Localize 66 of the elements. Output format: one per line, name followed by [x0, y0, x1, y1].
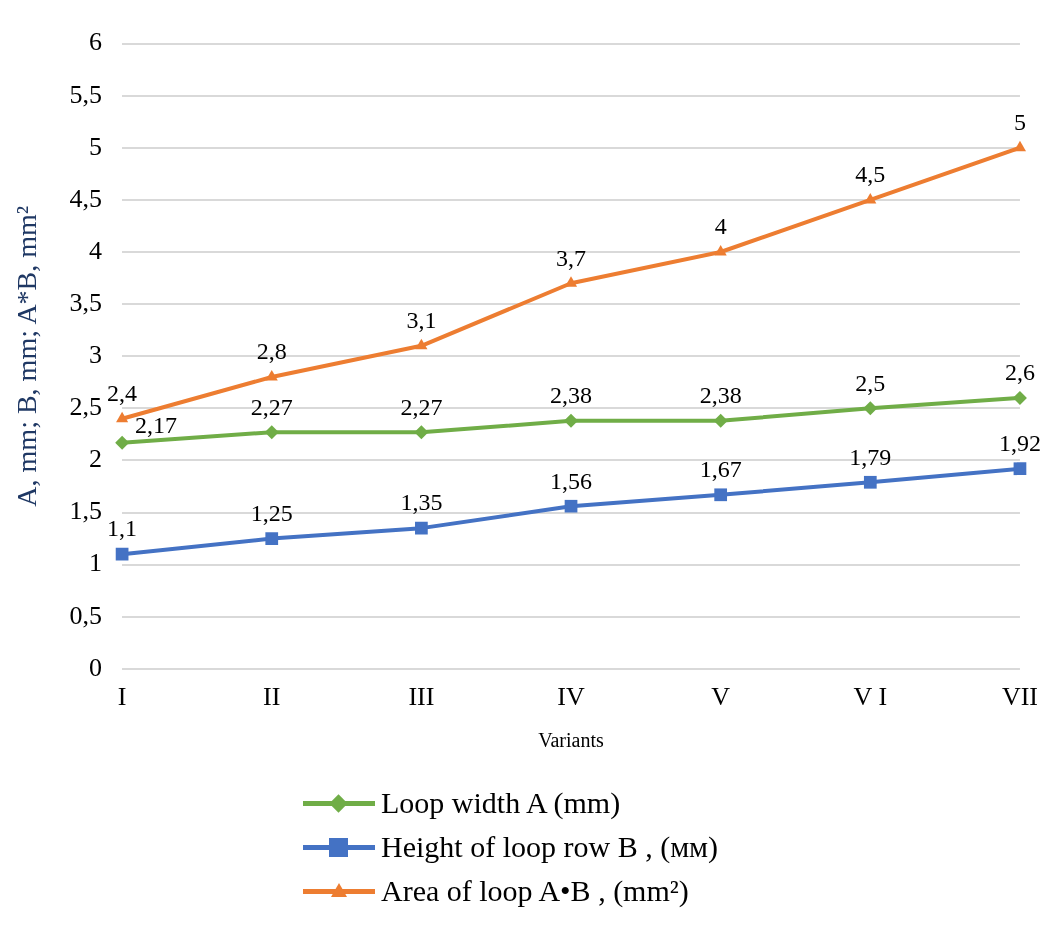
- point: [863, 475, 877, 489]
- y-tick-label: 3: [89, 340, 103, 370]
- point: [713, 413, 728, 428]
- point: [564, 413, 579, 428]
- data-label: 2,5: [855, 369, 886, 396]
- data-label: 1,79: [849, 443, 892, 470]
- point: [714, 488, 728, 502]
- point: [1013, 140, 1027, 152]
- data-label: 2,6: [1004, 359, 1035, 386]
- y-tick-label: 0: [89, 652, 103, 682]
- y-tick-label: 4: [89, 235, 103, 265]
- y-tick-label: 5: [89, 131, 103, 161]
- point: [265, 370, 278, 381]
- y-tick-label: 1,5: [69, 496, 103, 526]
- point: [115, 547, 129, 561]
- x-tick-label: I: [117, 682, 127, 712]
- point: [264, 425, 279, 440]
- x-axis-title: Variants: [538, 729, 605, 752]
- data-label: 4,5: [855, 161, 886, 188]
- point: [415, 521, 428, 535]
- point: [116, 411, 129, 423]
- point: [265, 532, 279, 545]
- data-label: 1,25: [250, 499, 293, 526]
- legend-label: Height of loop row B , (мм): [381, 830, 719, 864]
- data-label: 2,8: [256, 338, 287, 365]
- point: [714, 245, 727, 256]
- data-label: 1,1: [107, 515, 138, 542]
- x-tick-label: IV: [557, 682, 585, 712]
- y-tick-label: 4,5: [69, 183, 103, 213]
- data-label: 2,27: [400, 393, 443, 420]
- x-tick-label: VII: [1001, 682, 1038, 712]
- legend-label: Area of loop A•B , (mm²): [381, 874, 689, 908]
- point: [1013, 462, 1027, 476]
- x-tick-label: II: [263, 682, 281, 712]
- data-label: 5: [1013, 109, 1026, 136]
- point: [1012, 390, 1027, 405]
- y-tick-label: 1: [89, 548, 103, 578]
- x-tick-label: III: [408, 682, 435, 712]
- y-tick-label: 2,5: [69, 392, 103, 422]
- legend-label: Loop width A (mm): [381, 786, 621, 820]
- data-label: 2,27: [250, 393, 293, 420]
- point: [115, 435, 130, 450]
- x-tick-label: V: [711, 682, 731, 712]
- data-label: 2,17: [135, 411, 178, 438]
- point: [564, 499, 578, 513]
- data-label: 1,56: [550, 467, 593, 494]
- data-label: 4: [714, 213, 727, 240]
- data-label: 2,38: [699, 382, 742, 409]
- data-label: 1,92: [998, 430, 1041, 457]
- point: [414, 425, 429, 440]
- y-tick-label: 3,5: [69, 287, 103, 317]
- y-tick-label: 0,5: [69, 600, 103, 630]
- data-label: 2,38: [550, 382, 593, 409]
- x-tick-label: V I: [853, 682, 888, 712]
- point: [863, 401, 878, 416]
- data-label: 3,1: [406, 307, 437, 334]
- y-tick-label: 2: [89, 444, 103, 474]
- data-label: 3,7: [556, 244, 587, 271]
- y-tick-label: 6: [89, 27, 103, 57]
- y-axis-title: A, mm; B, mm; A*B, mm²: [11, 205, 43, 507]
- point: [415, 338, 428, 350]
- data-label: 2,4: [107, 380, 138, 407]
- point: [864, 192, 877, 204]
- y-tick-label: 5,5: [69, 79, 103, 109]
- data-label: 1,35: [400, 489, 443, 516]
- data-label: 1,67: [699, 456, 742, 483]
